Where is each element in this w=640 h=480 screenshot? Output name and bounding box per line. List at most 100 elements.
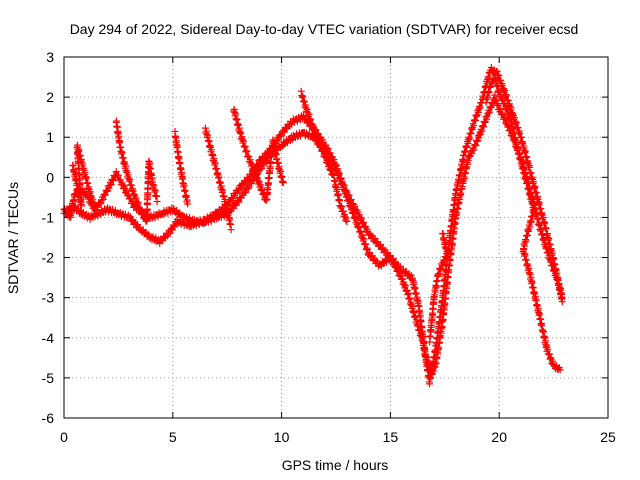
data-point bbox=[153, 198, 161, 206]
ticks: 0 5 10 15 20 25 -6 -5 -4 -3 -2 -1 0 1 2 3 bbox=[42, 49, 616, 445]
data-point bbox=[438, 260, 446, 268]
plot-frame bbox=[63, 56, 609, 419]
data-point bbox=[210, 213, 218, 221]
data-point bbox=[114, 171, 122, 179]
data-point bbox=[329, 171, 337, 179]
y-tick-label: -3 bbox=[42, 290, 55, 306]
data-point bbox=[130, 190, 138, 198]
data-point bbox=[106, 181, 114, 189]
y-tick-label: -6 bbox=[42, 410, 55, 426]
data-point bbox=[315, 137, 323, 145]
data-point bbox=[499, 95, 507, 103]
data-point bbox=[347, 203, 355, 211]
data-point bbox=[92, 206, 100, 214]
data-point bbox=[101, 191, 109, 199]
data-point bbox=[240, 189, 248, 197]
data-point bbox=[343, 217, 351, 225]
data-point bbox=[503, 105, 511, 113]
x-axis-label: GPS time / hours bbox=[282, 457, 389, 473]
data-point bbox=[318, 147, 326, 155]
data-point bbox=[280, 128, 288, 136]
data-point bbox=[348, 204, 356, 212]
data-point bbox=[360, 218, 368, 226]
data-point bbox=[357, 214, 365, 222]
data-point bbox=[134, 200, 142, 208]
data-point bbox=[247, 159, 255, 167]
data-point bbox=[504, 107, 512, 115]
data-point bbox=[443, 248, 451, 256]
data-point bbox=[325, 161, 333, 169]
x-tick-label: 0 bbox=[60, 429, 68, 445]
data-point bbox=[362, 240, 370, 248]
data-point bbox=[317, 142, 325, 150]
data-point bbox=[246, 156, 254, 164]
data-point bbox=[426, 338, 434, 346]
data-point bbox=[351, 213, 359, 221]
data-point bbox=[497, 90, 505, 98]
data-point bbox=[134, 199, 142, 207]
data-point bbox=[499, 110, 507, 118]
data-point bbox=[358, 231, 366, 239]
data-point bbox=[436, 265, 444, 273]
y-tick-label: -2 bbox=[42, 250, 55, 266]
data-point bbox=[556, 366, 564, 374]
data-point bbox=[363, 244, 371, 252]
data-point bbox=[245, 183, 253, 191]
data-point bbox=[346, 200, 354, 208]
data-point bbox=[353, 217, 361, 225]
data-point bbox=[235, 198, 243, 206]
data-point bbox=[502, 117, 510, 125]
data-point bbox=[392, 262, 400, 270]
data-point bbox=[258, 165, 266, 173]
data-point bbox=[436, 266, 444, 274]
data-point bbox=[390, 258, 398, 266]
data-point bbox=[379, 260, 387, 268]
data-point bbox=[277, 132, 285, 140]
data-point bbox=[281, 140, 289, 148]
data-point bbox=[243, 147, 251, 155]
y-tick-label: 1 bbox=[46, 129, 54, 145]
x-tick-label: 5 bbox=[169, 429, 177, 445]
chart-title: Day 294 of 2022, Sidereal Day-to-day VTE… bbox=[70, 21, 579, 37]
data-point bbox=[314, 136, 322, 144]
data-point bbox=[441, 253, 449, 261]
x-tick-label: 10 bbox=[274, 429, 290, 445]
data-point bbox=[322, 153, 330, 161]
data-point bbox=[137, 205, 145, 213]
y-tick-label: -5 bbox=[42, 370, 55, 386]
y-tick-label: -4 bbox=[42, 330, 55, 346]
data-point bbox=[324, 145, 332, 153]
y-tick-label: 2 bbox=[46, 89, 54, 105]
data-point bbox=[396, 269, 404, 277]
data-point bbox=[119, 181, 127, 189]
data-point bbox=[99, 195, 107, 203]
data-point bbox=[98, 196, 106, 204]
data-point bbox=[227, 198, 235, 206]
data-point bbox=[132, 194, 140, 202]
data-point bbox=[107, 181, 115, 189]
x-tick-label: 25 bbox=[600, 429, 616, 445]
x-tick-label: 20 bbox=[491, 429, 507, 445]
data-point bbox=[240, 181, 248, 189]
data-point bbox=[468, 149, 476, 157]
data-point bbox=[112, 168, 120, 176]
data-point bbox=[244, 152, 252, 160]
data-point bbox=[470, 146, 478, 154]
data-point bbox=[558, 298, 566, 306]
data-point bbox=[343, 192, 351, 200]
data-point bbox=[327, 165, 335, 173]
data-point bbox=[497, 106, 505, 114]
data-point bbox=[376, 241, 384, 249]
data-point bbox=[96, 199, 104, 207]
data-point bbox=[117, 176, 125, 184]
data-point bbox=[168, 226, 176, 234]
data-point bbox=[279, 179, 287, 187]
y-tick-label: -1 bbox=[42, 209, 55, 225]
data-points bbox=[60, 64, 566, 388]
data-point bbox=[121, 185, 129, 193]
data-point bbox=[330, 156, 338, 164]
data-point bbox=[326, 149, 334, 157]
data-point bbox=[247, 180, 255, 188]
data-point bbox=[328, 170, 336, 178]
